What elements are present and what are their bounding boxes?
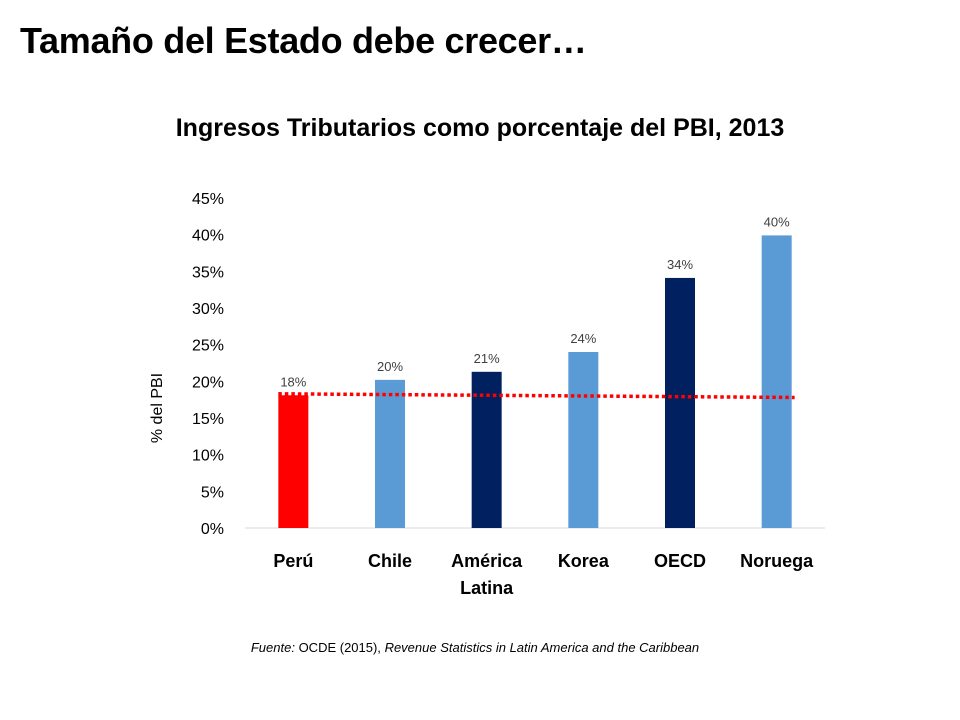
y-tick-label: 0% [201,521,224,538]
data-label: 24% [570,331,596,346]
y-tick-label: 5% [201,484,224,501]
x-category-label: Korea [558,551,610,571]
y-tick-label: 15% [192,411,224,428]
bar [761,235,792,528]
y-tick-label: 40% [192,228,224,245]
data-label: 34% [667,257,693,272]
x-category-label: Noruega [740,551,814,571]
data-label: 20% [377,359,403,374]
x-category-label: Perú [273,551,313,571]
y-axis-label: % del PBI [149,373,166,443]
bar [665,277,695,528]
source-label: Fuente: [250,640,295,655]
source-author: OCDE (2015), [298,640,381,655]
x-category-label: OECD [654,551,706,571]
source-note: Fuente: OCDE (2015), Revenue Statistics … [0,640,950,655]
y-tick-label: 10% [192,448,224,465]
source-publication: Revenue Statistics in Latin America and … [384,640,700,655]
bar [375,379,405,528]
bar [471,371,502,528]
y-tick-label: 35% [192,264,224,281]
x-category-label: Latina [460,578,514,598]
reference-line [278,392,795,400]
y-tick-label: 25% [192,338,224,355]
bar [568,352,599,528]
y-tick-label: 20% [192,374,224,391]
bar [278,395,309,528]
data-label: 40% [764,214,790,229]
data-label: 18% [280,374,306,389]
y-tick-label: 30% [192,301,224,318]
x-category-label: Chile [368,551,412,571]
data-label: 21% [474,351,500,366]
slide-title: Tamaño del Estado debe crecer… [20,20,587,61]
y-tick-label: 45% [192,191,224,208]
x-category-label: América [451,551,523,571]
chart-title: Ingresos Tributarios como porcentaje del… [175,114,785,142]
